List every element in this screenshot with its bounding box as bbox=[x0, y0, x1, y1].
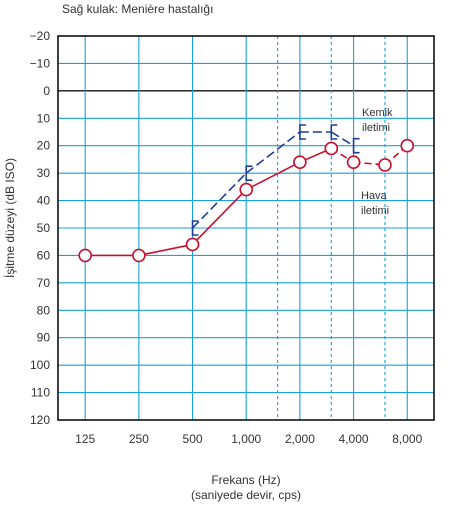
annotation-label: iletimi bbox=[362, 122, 390, 134]
y-tick-label: 10 bbox=[37, 111, 51, 125]
y-tick-label: 60 bbox=[37, 248, 51, 262]
bone-line-segment bbox=[330, 131, 354, 147]
y-tick-label: 90 bbox=[37, 331, 51, 345]
y-axis-label: İşitme düzeyi (dB ISO) bbox=[3, 158, 17, 278]
chart-title: Sağ kulak: Menière hastalığı bbox=[62, 2, 213, 16]
bone-bracket-marker bbox=[245, 165, 253, 181]
air-circle-marker bbox=[239, 182, 254, 197]
y-tick-label: 70 bbox=[37, 276, 51, 290]
bone-bracket-marker bbox=[330, 124, 338, 140]
x-tick-label: 250 bbox=[129, 432, 149, 446]
bone-bracket-marker bbox=[299, 124, 306, 140]
bone-bracket-marker bbox=[191, 220, 199, 236]
y-tick-label: 110 bbox=[31, 386, 50, 400]
y-tick-label: −20 bbox=[30, 29, 51, 43]
y-tick-label: 50 bbox=[37, 221, 51, 235]
y-tick-label: 80 bbox=[37, 303, 51, 317]
air-line-segment bbox=[138, 243, 193, 257]
bone-bracket-marker bbox=[352, 137, 360, 154]
y-tick-label: 40 bbox=[37, 194, 51, 208]
y-tick-label: −10 bbox=[30, 56, 51, 70]
x-tick-label: 125 bbox=[75, 432, 95, 446]
air-circle-marker bbox=[324, 141, 339, 156]
air-circle-marker bbox=[378, 158, 392, 172]
x-tick-label: 4,000 bbox=[339, 432, 369, 446]
x-axis-ticks: 125 250 500 1,000 2,000 4,000 8,000 bbox=[75, 432, 422, 446]
bone-line-segment bbox=[245, 131, 301, 174]
x-axis-label: Frekans (Hz)(saniyede devir, cps) bbox=[191, 473, 301, 502]
air-line-segment bbox=[245, 161, 301, 191]
series-bone-conduction bbox=[191, 124, 360, 236]
y-tick-label: 20 bbox=[37, 139, 51, 153]
x-tick-label: 1,000 bbox=[231, 432, 261, 446]
plot-border bbox=[57, 35, 435, 421]
air-line-segment bbox=[191, 189, 247, 246]
y-tick-label: 0 bbox=[43, 84, 50, 98]
x-tick-label: 500 bbox=[183, 432, 203, 446]
air-circle-marker bbox=[132, 248, 146, 263]
series-annotations: Kemik iletimi Hava iletimi bbox=[361, 107, 393, 217]
air-circle-marker bbox=[78, 248, 92, 263]
series-air-conduction bbox=[78, 138, 415, 263]
x-tick-label: 8,000 bbox=[392, 432, 422, 446]
y-tick-label: 120 bbox=[30, 413, 50, 427]
x-axis-label-line: Frekans (Hz) bbox=[211, 473, 280, 487]
air-circle-marker bbox=[400, 138, 415, 153]
y-tick-label: 100 bbox=[30, 358, 50, 372]
y-tick-label: 30 bbox=[37, 166, 51, 180]
x-axis-label-line: (saniyede devir, cps) bbox=[191, 488, 301, 502]
annotation-label: iletimi bbox=[361, 205, 389, 217]
y-axis-ticks: −20 −10 0 10 20 30 40 50 60 70 80 90 100 110 120 bbox=[30, 29, 51, 427]
air-circle-marker bbox=[346, 155, 361, 169]
annotation-label: Hava bbox=[361, 190, 388, 202]
x-tick-label: 2,000 bbox=[285, 432, 315, 446]
air-circle-marker bbox=[185, 237, 200, 252]
annotation-label: Kemik bbox=[362, 107, 393, 119]
air-circle-marker bbox=[293, 155, 307, 169]
